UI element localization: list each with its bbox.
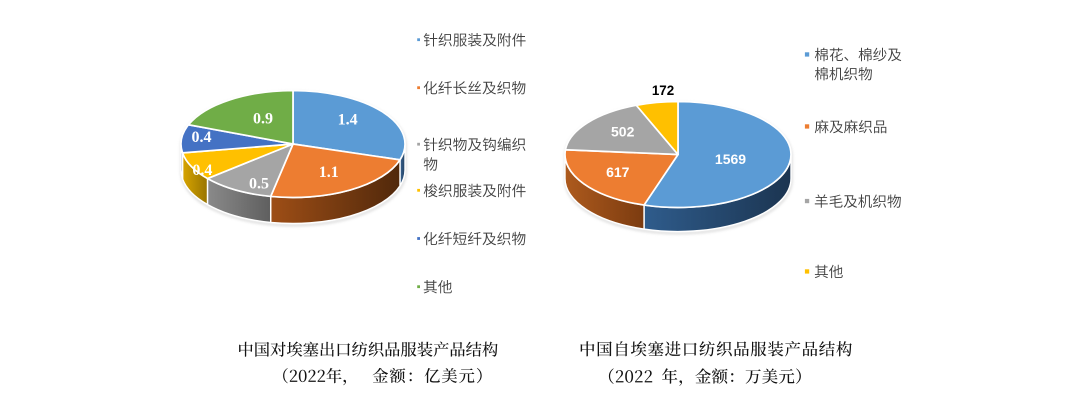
- svg-text:172: 172: [652, 83, 674, 98]
- svg-text:0.4: 0.4: [192, 129, 212, 146]
- svg-text:502: 502: [611, 124, 635, 140]
- svg-text:1.4: 1.4: [338, 112, 358, 129]
- svg-text:1.1: 1.1: [319, 164, 339, 181]
- svg-text:0.9: 0.9: [253, 111, 273, 128]
- svg-text:1569: 1569: [715, 151, 746, 167]
- svg-text:0.4: 0.4: [192, 162, 212, 179]
- svg-text:617: 617: [606, 164, 630, 180]
- svg-text:0.5: 0.5: [249, 176, 269, 193]
